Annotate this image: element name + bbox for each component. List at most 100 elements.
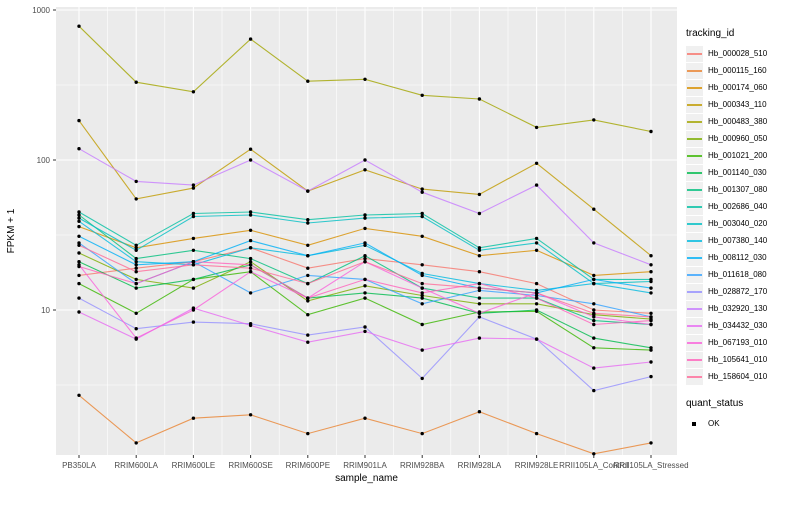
legend-item-label: Hb_000028_510 xyxy=(708,49,768,58)
data-point xyxy=(191,277,196,282)
series-color-key-icon xyxy=(686,317,703,334)
data-point xyxy=(77,210,81,214)
data-point xyxy=(134,277,138,282)
data-point xyxy=(363,168,367,172)
data-point xyxy=(420,286,424,290)
legend-item-label: Hb_000483_380 xyxy=(708,117,768,126)
data-point xyxy=(306,218,310,222)
data-point xyxy=(363,277,367,282)
legend-item-label: Hb_158604_010 xyxy=(708,372,768,381)
tracking-id-legend-title: tracking_id xyxy=(686,28,735,39)
data-point xyxy=(134,281,138,286)
data-point xyxy=(363,77,367,82)
legend-item-Hb_000174_060: Hb_000174_060 xyxy=(686,79,798,96)
data-point xyxy=(191,416,196,420)
series-color-key-icon xyxy=(686,147,703,164)
series-color-key-icon xyxy=(686,130,703,147)
legend-item-label: Hb_003040_020 xyxy=(708,219,768,228)
legend-item-label: Hb_000343_110 xyxy=(708,100,767,109)
data-point xyxy=(306,313,310,317)
legend-item-label: Hb_007380_140 xyxy=(708,236,768,245)
legend-item-Hb_008112_030: Hb_008112_030 xyxy=(686,249,798,266)
data-point xyxy=(649,315,653,319)
data-point xyxy=(534,302,539,306)
data-point xyxy=(363,260,367,264)
data-point xyxy=(592,302,596,306)
data-point xyxy=(649,374,653,379)
series-color-key-icon xyxy=(686,45,703,62)
y-tick-label: 10 xyxy=(41,306,50,315)
data-point xyxy=(191,90,196,94)
series-color-key-icon xyxy=(686,300,703,317)
data-point xyxy=(191,308,196,312)
data-point xyxy=(134,256,138,261)
data-point xyxy=(534,288,539,293)
data-point xyxy=(191,214,196,219)
legend-item-label: Hb_000174_060 xyxy=(708,83,768,92)
data-point xyxy=(649,279,653,284)
data-point xyxy=(306,296,310,300)
data-point xyxy=(477,286,482,290)
data-point xyxy=(363,256,367,261)
data-point xyxy=(592,336,596,340)
data-point xyxy=(134,248,138,252)
data-point xyxy=(134,197,138,201)
legend-item-Hb_011618_080: Hb_011618_080 xyxy=(686,266,798,283)
tracking-id-legend: tracking_id Hb_000028_510 Hb_000115_160 Hb… xyxy=(686,28,798,385)
data-point xyxy=(420,291,424,295)
data-point xyxy=(77,147,81,151)
legend-item-Hb_001021_200: Hb_001021_200 xyxy=(686,147,798,164)
data-point xyxy=(649,129,653,134)
data-point xyxy=(306,340,310,344)
data-point xyxy=(592,452,596,456)
data-point xyxy=(191,248,196,252)
series-color-key-icon xyxy=(686,62,703,79)
legend-item-label: Hb_008112_030 xyxy=(708,253,767,262)
data-point xyxy=(306,273,310,278)
legend-item-Hb_001307_080: Hb_001307_080 xyxy=(686,181,798,198)
data-point xyxy=(77,219,81,223)
x-tick-label: RRIM600LE xyxy=(172,461,216,470)
y-tick-label: 100 xyxy=(37,156,51,165)
data-point xyxy=(592,277,596,282)
series-color-key-icon xyxy=(686,266,703,283)
data-point xyxy=(134,311,138,315)
series-color-key-icon xyxy=(686,96,703,113)
data-point xyxy=(363,213,367,217)
data-point xyxy=(248,158,253,162)
data-point xyxy=(191,286,196,290)
x-tick-label: RRIM928LE xyxy=(515,461,559,470)
data-point xyxy=(592,273,596,278)
series-color-key-icon xyxy=(686,334,703,351)
legend-item-label: Hb_034432_030 xyxy=(708,321,768,330)
data-point xyxy=(248,213,253,217)
data-point xyxy=(592,346,596,350)
data-point xyxy=(534,281,539,286)
data-point xyxy=(248,266,253,270)
data-point xyxy=(420,348,424,352)
legend-item-Hb_001140_030: Hb_001140_030 xyxy=(686,164,798,181)
data-point xyxy=(649,263,653,267)
data-point xyxy=(134,441,138,445)
quant-status-legend: quant_status OK xyxy=(686,398,798,432)
data-point xyxy=(592,315,596,319)
data-point xyxy=(420,376,424,381)
data-point xyxy=(248,323,253,328)
legend-item-Hb_067193_010: Hb_067193_010 xyxy=(686,334,798,351)
data-point xyxy=(77,251,81,255)
tracking-id-legend-items: Hb_000028_510 Hb_000115_160 Hb_000174_060 H… xyxy=(686,45,798,385)
legend-item-label: Hb_032920_130 xyxy=(708,304,768,313)
data-point xyxy=(248,263,253,267)
data-point xyxy=(248,413,253,417)
data-point xyxy=(420,190,424,194)
data-point xyxy=(363,416,367,420)
data-point xyxy=(191,263,196,267)
data-point xyxy=(534,236,539,241)
legend-item-Hb_028872_170: Hb_028872_170 xyxy=(686,283,798,300)
panel-background xyxy=(56,7,677,455)
data-point xyxy=(191,236,196,241)
series-color-key-icon xyxy=(686,113,703,130)
x-tick-label: RRIM600SE xyxy=(228,461,272,470)
data-point xyxy=(534,248,539,252)
data-point xyxy=(77,393,81,397)
